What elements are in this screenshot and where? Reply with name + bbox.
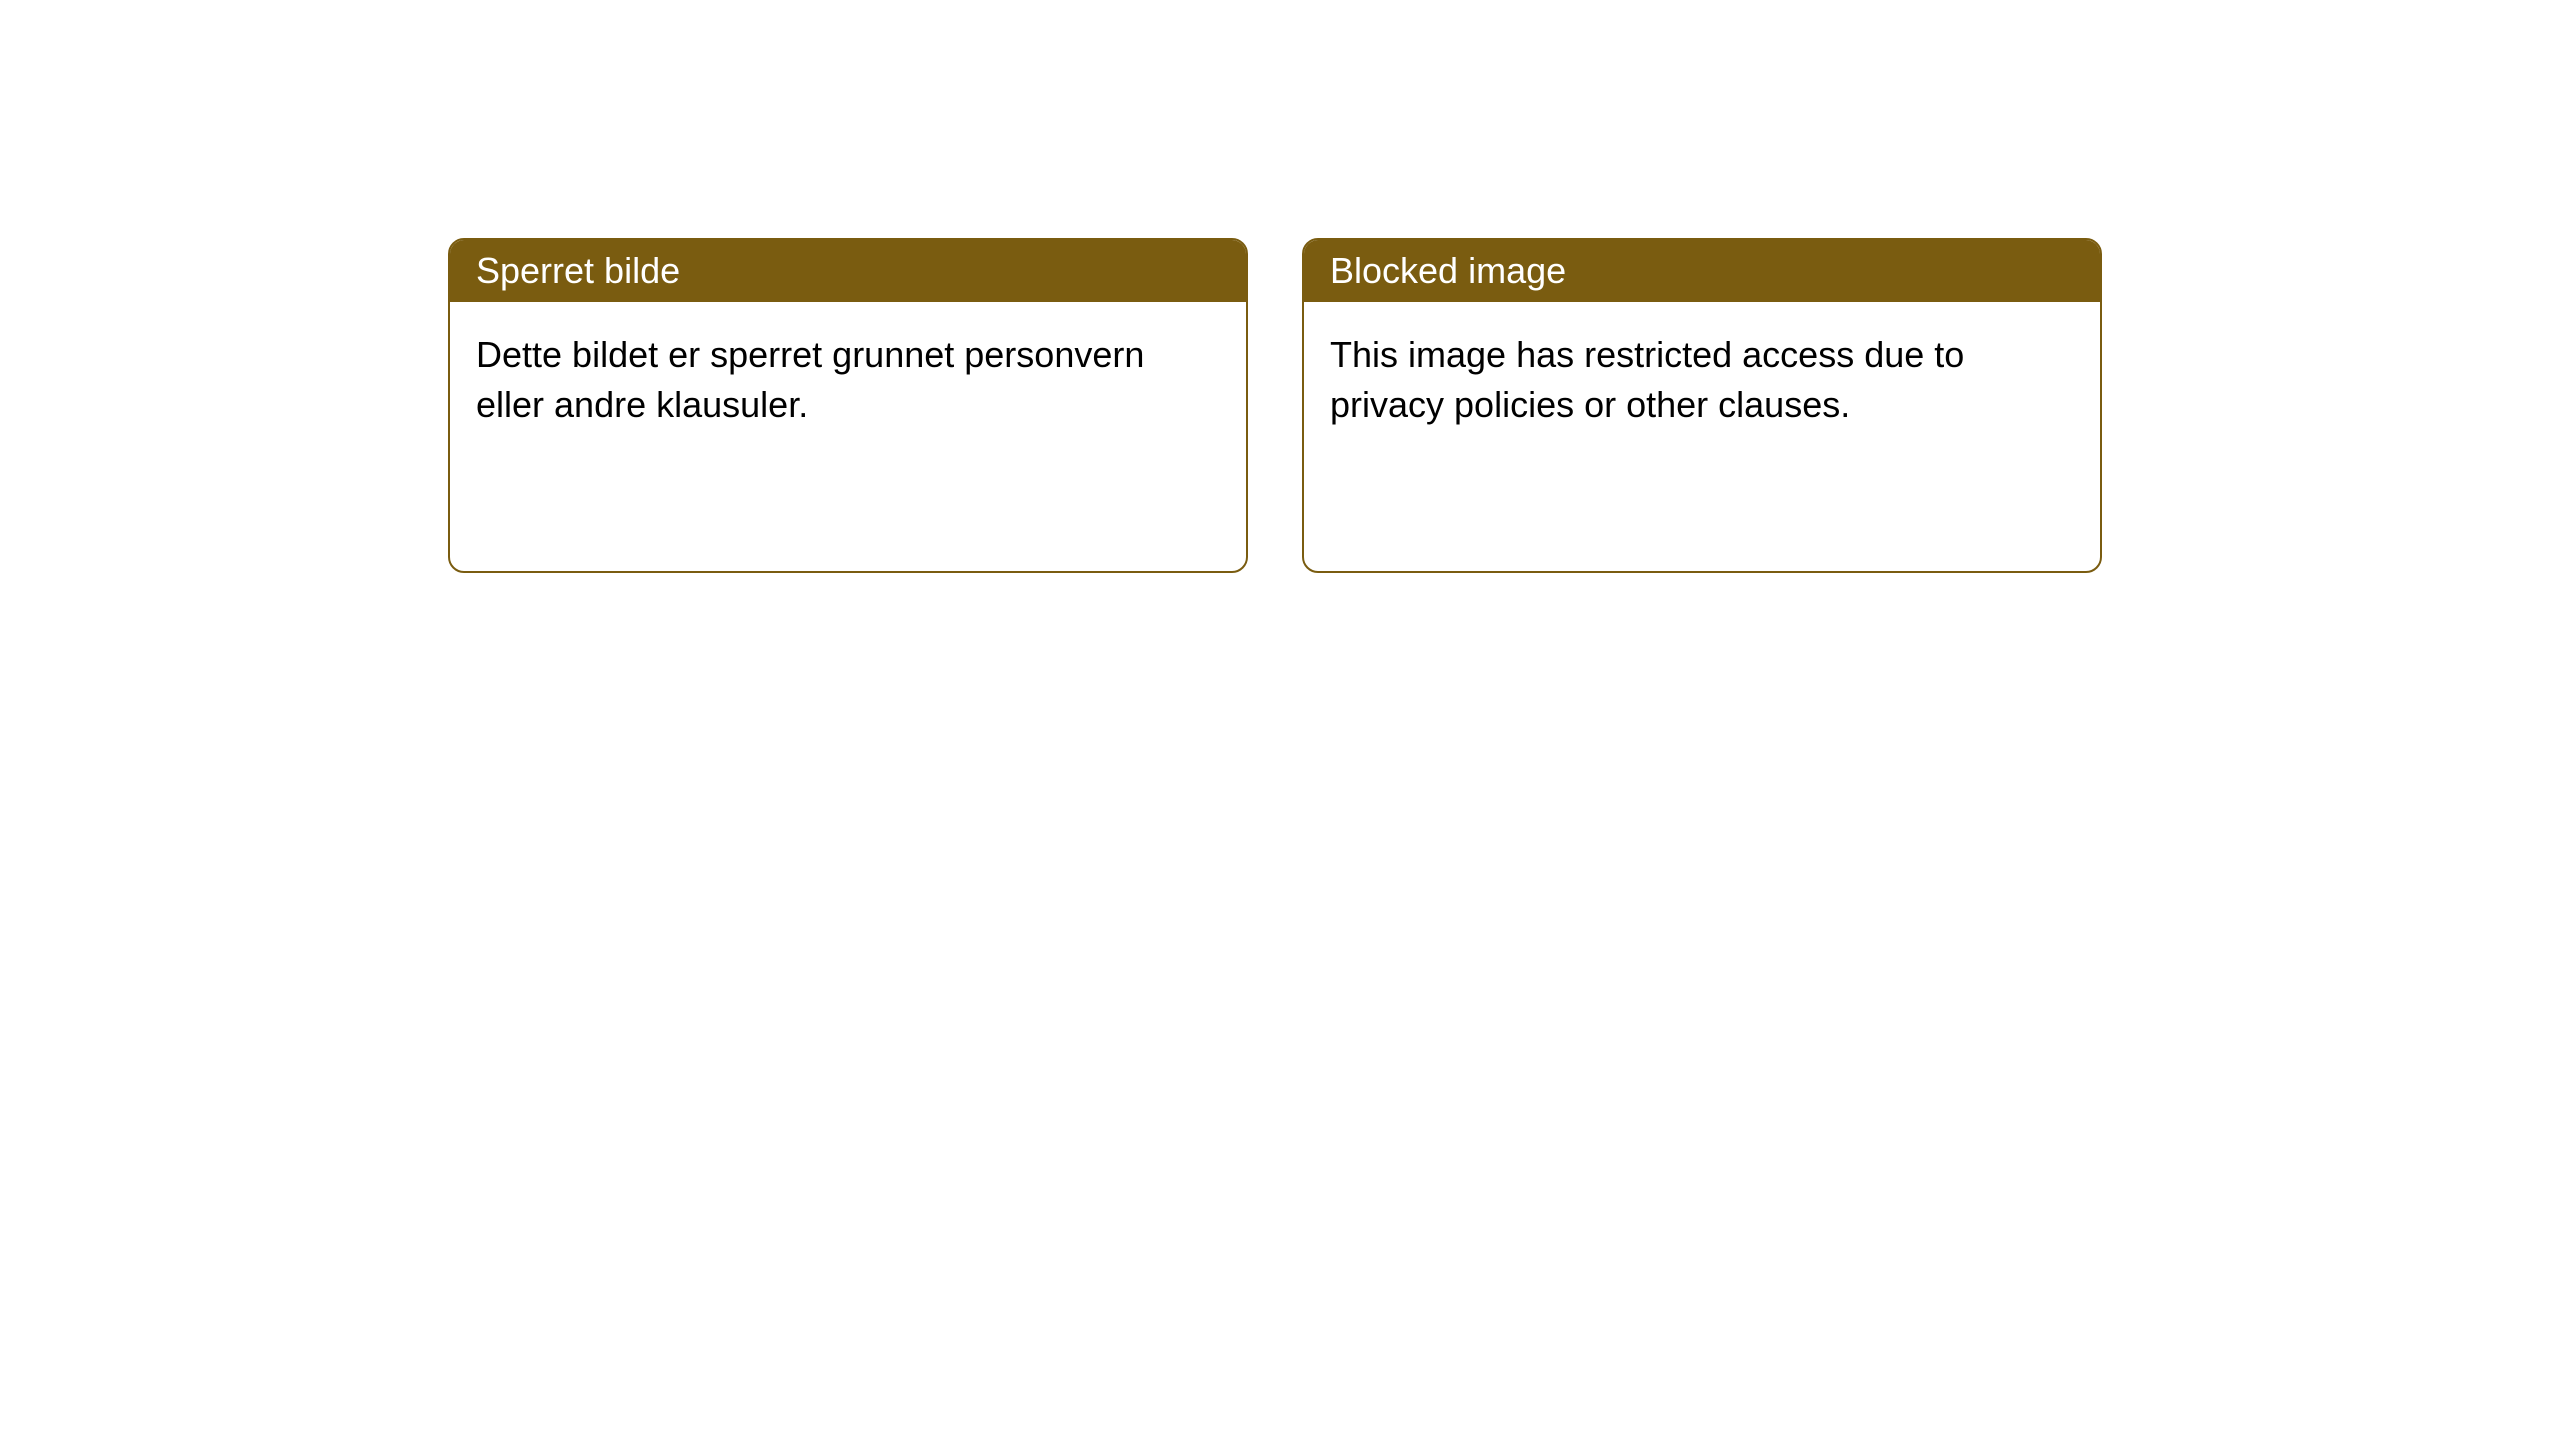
blocked-image-card-en: Blocked image This image has restricted … [1302, 238, 2102, 573]
card-body: This image has restricted access due to … [1304, 302, 2100, 571]
card-body: Dette bildet er sperret grunnet personve… [450, 302, 1246, 571]
card-body-text: This image has restricted access due to … [1330, 334, 1964, 425]
card-title: Blocked image [1330, 250, 1566, 291]
card-header: Blocked image [1304, 240, 2100, 302]
blocked-image-card-no: Sperret bilde Dette bildet er sperret gr… [448, 238, 1248, 573]
cards-container: Sperret bilde Dette bildet er sperret gr… [448, 238, 2102, 573]
card-body-text: Dette bildet er sperret grunnet personve… [476, 334, 1144, 425]
card-title: Sperret bilde [476, 250, 680, 291]
card-header: Sperret bilde [450, 240, 1246, 302]
